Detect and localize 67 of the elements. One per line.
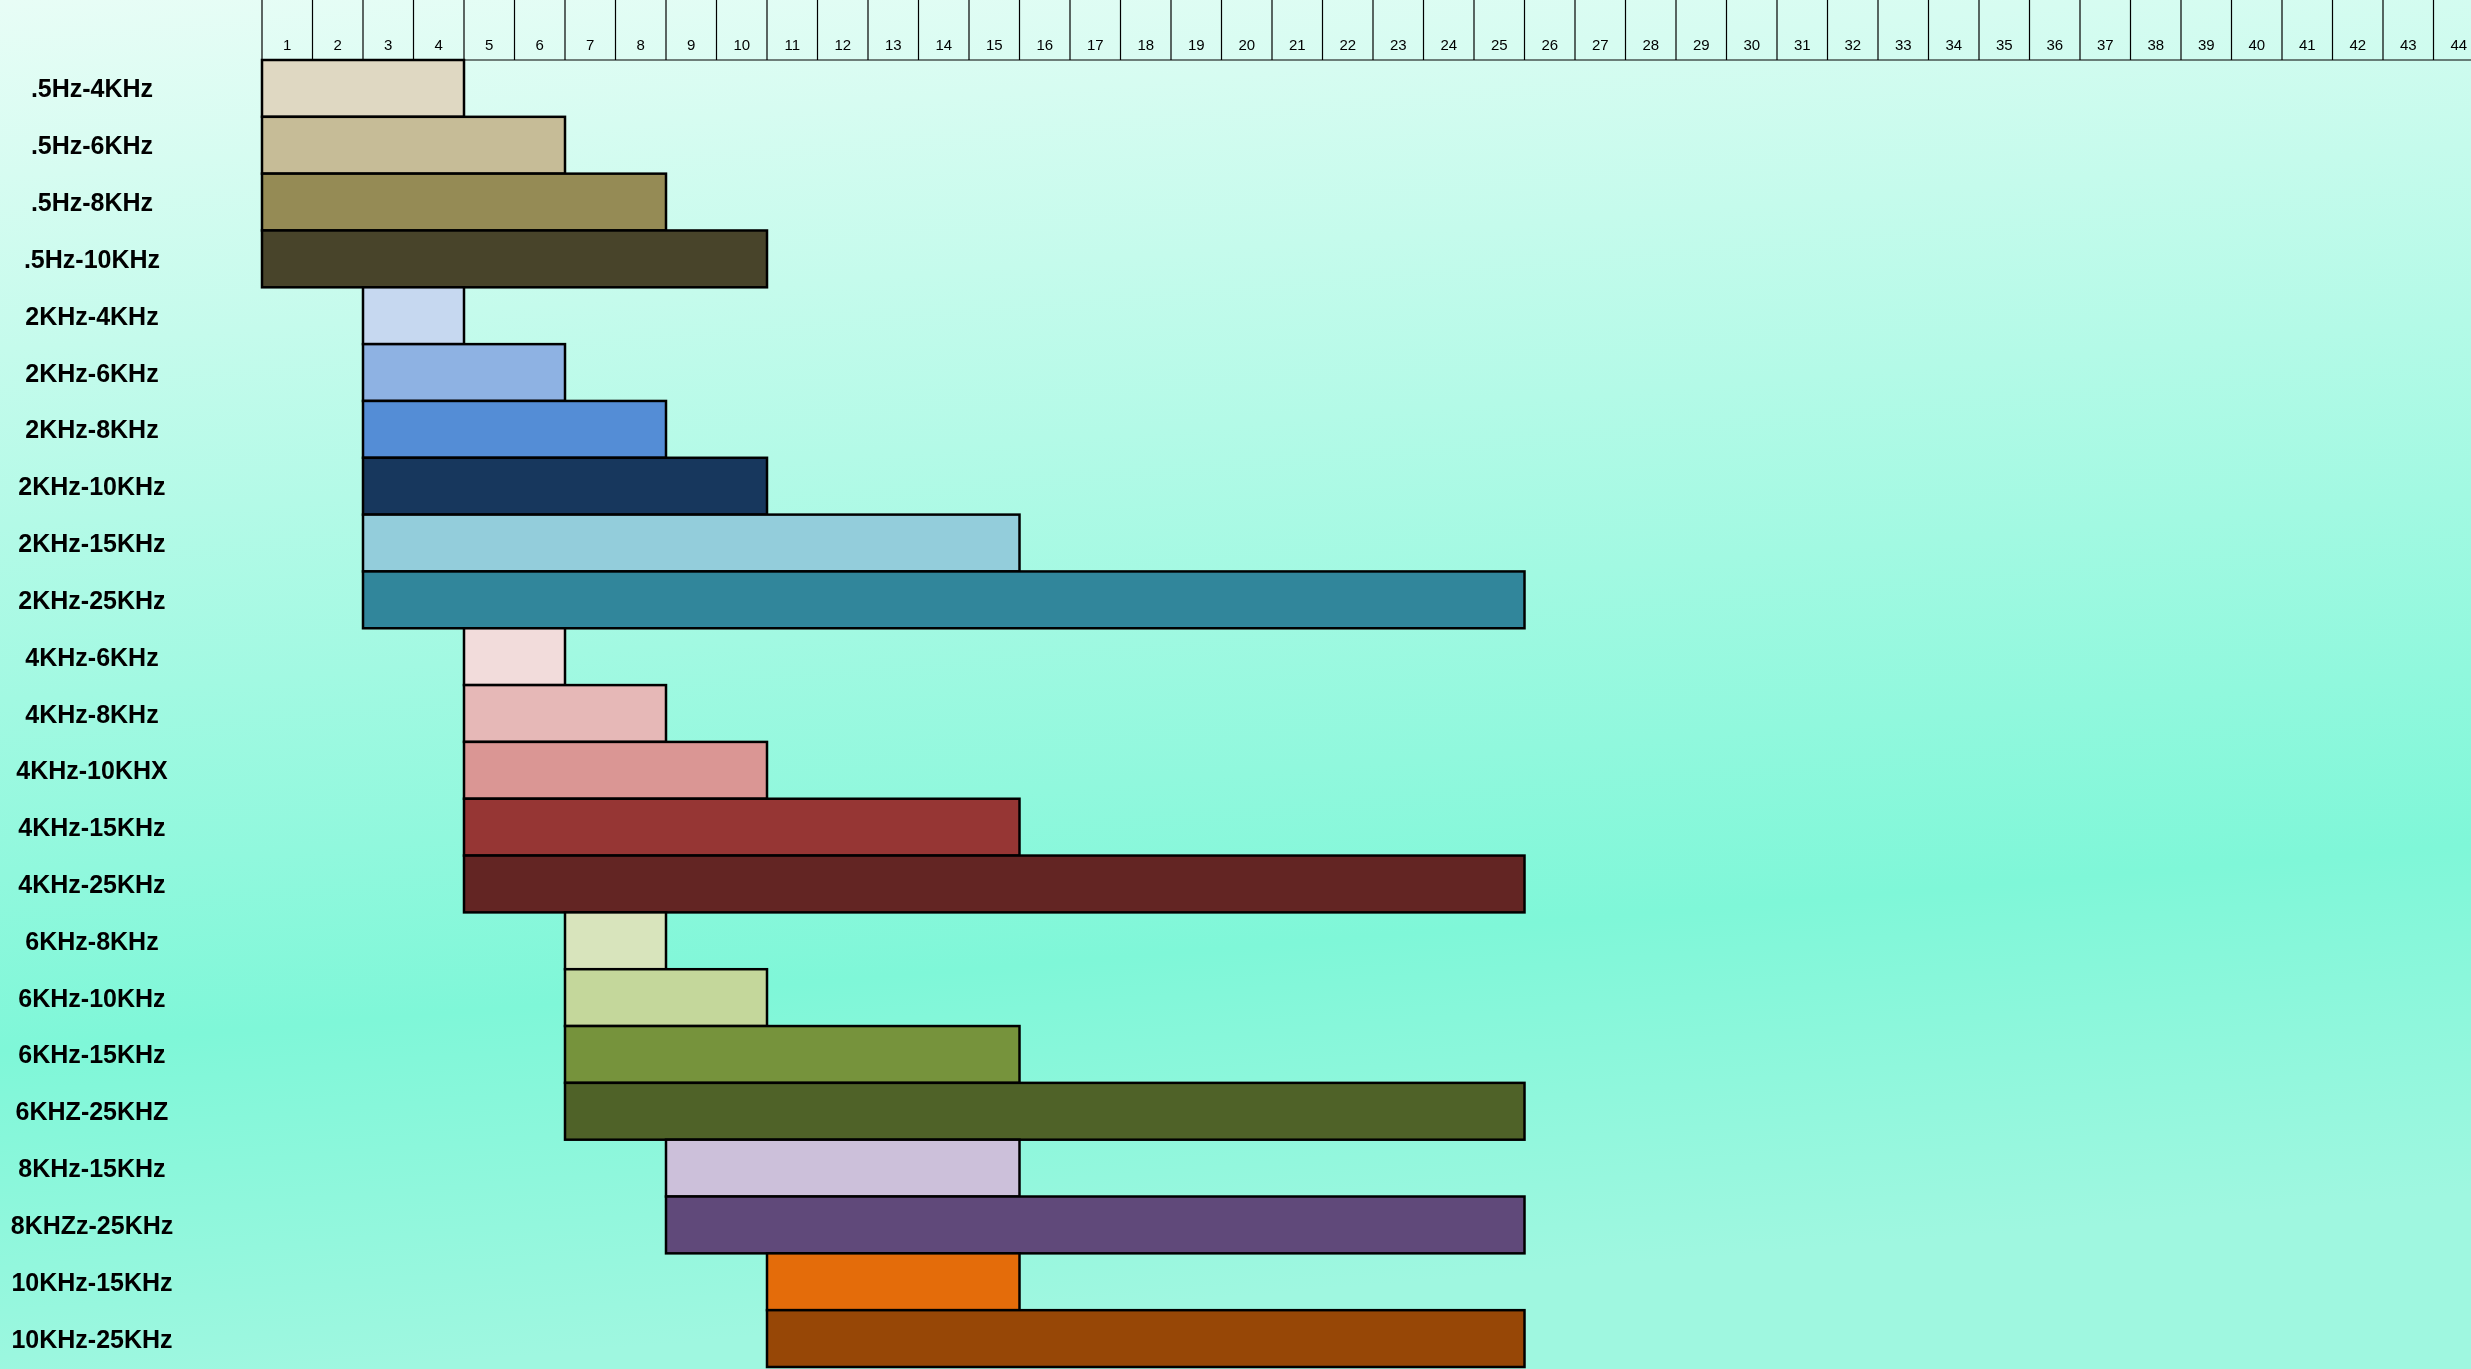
x-tick-label: 44	[2450, 36, 2468, 53]
y-tick-label: 4KHz-25KHz	[18, 869, 166, 898]
y-tick-label: 6KHZ-25KHZ	[15, 1097, 169, 1126]
x-tick-label: 41	[2298, 36, 2316, 53]
y-tick-label: 2KHz-4KHz	[25, 301, 159, 330]
x-tick-label: 30	[1743, 36, 1761, 53]
x-tick-label: 29	[1692, 36, 1710, 53]
x-tick-label: 8	[636, 36, 645, 53]
y-tick-label: 6KHz-15KHz	[18, 1040, 166, 1069]
y-tick-label: 2KHz-6KHz	[25, 358, 159, 387]
y-tick-label: 4KHz-8KHz	[25, 699, 159, 728]
x-tick-label: 26	[1541, 36, 1559, 53]
x-tick-label: 14	[935, 36, 953, 53]
x-tick-label: 9	[687, 36, 696, 53]
x-tick-label: 27	[1591, 36, 1609, 53]
x-tick-label: 2	[333, 36, 342, 53]
x-tick-label: 6	[535, 36, 544, 53]
x-tick-label: 22	[1339, 36, 1357, 53]
x-tick-label: 28	[1642, 36, 1660, 53]
x-tick-label: 32	[1844, 36, 1862, 53]
y-tick-label: 10KHz-15KHz	[11, 1267, 173, 1296]
x-tick-label: 25	[1490, 36, 1508, 53]
x-tick-label: 15	[985, 36, 1003, 53]
x-tick-label: 35	[1995, 36, 2013, 53]
x-tick-label: 21	[1288, 36, 1306, 53]
y-tick-label: 4KHz-10KHX	[16, 756, 169, 785]
x-tick-label: 17	[1086, 36, 1104, 53]
x-tick-label: 16	[1036, 36, 1054, 53]
x-tick-label: 37	[2096, 36, 2114, 53]
y-tick-label: 10KHz-25KHz	[11, 1324, 173, 1353]
x-tick-label: 39	[2197, 36, 2215, 53]
x-tick-label: 19	[1187, 36, 1205, 53]
x-tick-label: 40	[2248, 36, 2266, 53]
x-tick-label: 31	[1793, 36, 1811, 53]
x-tick-label: 7	[586, 36, 595, 53]
y-tick-label: 2KHz-10KHz	[18, 472, 166, 501]
y-tick-label: .5Hz-8KHz	[30, 188, 154, 217]
x-tick-label: 43	[2399, 36, 2417, 53]
x-tick-label: 42	[2349, 36, 2367, 53]
x-tick-label: 13	[884, 36, 902, 53]
y-tick-label: 6KHz-10KHz	[18, 983, 166, 1012]
y-tick-label: 8KHz-15KHz	[18, 1154, 166, 1183]
x-tick-label: 38	[2147, 36, 2165, 53]
x-tick-label: 23	[1389, 36, 1407, 53]
x-tick-label: 36	[2046, 36, 2064, 53]
x-tick-label: 5	[485, 36, 494, 53]
y-tick-label: .5Hz-6KHz	[30, 131, 154, 160]
x-tick-label: 18	[1137, 36, 1155, 53]
x-tick-label: 3	[384, 36, 393, 53]
y-tick-label: 6KHz-8KHz	[25, 926, 159, 955]
y-tick-label: 4KHz-6KHz	[25, 642, 159, 671]
x-tick-label: 10	[733, 36, 751, 53]
y-tick-label: .5Hz-4KHz	[30, 74, 154, 103]
y-tick-label: 8KHZz-25KHz	[10, 1210, 174, 1239]
x-tick-label: 20	[1238, 36, 1256, 53]
x-tick-label: 1	[283, 36, 292, 53]
y-tick-label: 4KHz-15KHz	[18, 813, 166, 842]
x-tick-label: 34	[1945, 36, 1963, 53]
y-tick-label: 2KHz-25KHz	[18, 585, 166, 614]
x-tick-label: 24	[1440, 36, 1458, 53]
x-tick-label: 12	[834, 36, 852, 53]
x-tick-label: 11	[784, 36, 801, 53]
x-tick-label: 4	[434, 36, 443, 53]
y-tick-label: 2KHz-15KHz	[18, 529, 166, 558]
x-tick-label: 33	[1894, 36, 1912, 53]
y-tick-label: .5Hz-10KHz	[23, 244, 161, 273]
y-tick-label: 2KHz-8KHz	[25, 415, 159, 444]
